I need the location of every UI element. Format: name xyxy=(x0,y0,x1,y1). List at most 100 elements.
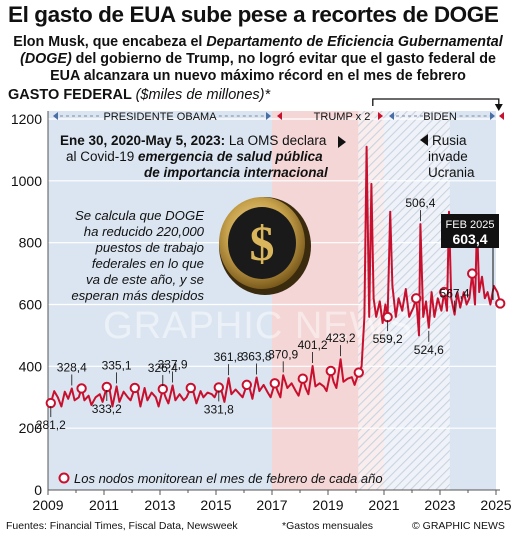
data-label: 361,8 xyxy=(214,350,244,364)
covid-note-line2: al Covid-19 emergencia de salud pública xyxy=(66,149,323,164)
x-tick-label: 2017 xyxy=(256,497,287,513)
y-tick-label: 600 xyxy=(19,297,43,313)
doge-note-line: federales en lo que xyxy=(92,256,204,271)
data-label: 567,4 xyxy=(440,287,470,301)
feb-node xyxy=(495,298,506,309)
feb-node xyxy=(185,382,197,394)
feb-node xyxy=(157,383,169,395)
period-strip: PRESIDENTE OBAMA TRUMP x 2 BIDEN xyxy=(53,111,504,123)
feb-node xyxy=(467,268,478,279)
doge-note-line: ha reducido 220,000 xyxy=(84,224,205,239)
data-label: 423,2 xyxy=(326,331,356,345)
data-label: 326,4 xyxy=(148,361,178,375)
dollar-coin-icon: $ xyxy=(219,197,311,295)
y-tick-label: 800 xyxy=(19,235,43,251)
y-tick-label: 400 xyxy=(19,358,43,374)
data-label: 281,2 xyxy=(36,418,66,432)
page-title: El gasto de EUA sube pese a recortes de … xyxy=(8,2,499,27)
latest-value-callout: FEB 2025 603,4 xyxy=(441,214,499,300)
covid-line1-rest: La OMS declara xyxy=(225,133,327,148)
doge-note-line: Se calcula que DOGE xyxy=(75,208,204,223)
period-label-trump: TRUMP x 2 xyxy=(314,111,371,123)
data-label: 337,9 xyxy=(158,358,188,372)
latest-label: FEB 2025 xyxy=(446,219,495,231)
feb-node xyxy=(101,381,113,393)
covid-line2-bold: emergencia de salud pública xyxy=(138,149,323,164)
x-tick-label: 2025 xyxy=(480,497,511,513)
y-tick-label: 200 xyxy=(19,420,43,436)
feb-node xyxy=(45,397,56,409)
feb-node xyxy=(353,367,364,378)
feb-node xyxy=(129,382,141,394)
period-arrow-icon xyxy=(277,112,282,120)
feb-node xyxy=(213,382,225,393)
y-axis-label: GASTO FEDERAL xyxy=(8,87,132,103)
period-label-biden: BIDEN xyxy=(423,111,457,123)
data-label: 524,6 xyxy=(414,343,444,357)
feb-node xyxy=(241,379,253,391)
watermark: GRAPHIC NEWS xyxy=(103,305,413,347)
data-label: 331,8 xyxy=(204,402,234,416)
x-tick-labels: 2009 2011 2013 2015 2017 2019 2021 2023 2025 xyxy=(32,490,512,513)
svg-text:$: $ xyxy=(250,215,275,271)
y-tick-labels: 0 200 400 600 800 1000 1200 xyxy=(11,111,42,498)
data-label: 559,2 xyxy=(373,332,403,346)
series-line-gasto xyxy=(47,145,502,408)
feb-node xyxy=(269,378,280,389)
covid-note-line3: de importancia internacional xyxy=(144,165,328,180)
period-arrow-icon xyxy=(266,112,271,120)
feb-node xyxy=(382,311,393,323)
x-tick-label: 2019 xyxy=(312,497,343,513)
doge-note-line: va de este año, y se xyxy=(86,272,204,287)
units-note: *Gastos mensuales xyxy=(282,520,374,532)
subtitle-part1: Elon Musk, que encabeza el xyxy=(13,34,207,50)
data-label: 363,8 xyxy=(242,350,272,364)
covid-line2-start: al Covid-19 xyxy=(66,149,138,164)
ukraine-note-line: Rusia xyxy=(432,133,467,148)
period-label-obama: PRESIDENTE OBAMA xyxy=(103,111,217,123)
period-arrow-icon xyxy=(53,112,58,120)
x-tick-label: 2021 xyxy=(368,497,399,513)
y-axis-title: GASTO FEDERAL ($miles de millones)* xyxy=(8,87,270,103)
period-arrow-icon xyxy=(499,112,504,120)
data-label: 370,9 xyxy=(268,347,298,361)
latest-value: 603,4 xyxy=(452,231,487,247)
doge-note-line: puestos de trabajo xyxy=(94,240,204,255)
ukraine-note-line: invade xyxy=(428,149,468,164)
trump-bracket-arrow xyxy=(372,98,500,106)
data-label: 333,2 xyxy=(92,402,122,416)
bracket-arrow-head xyxy=(494,104,503,111)
y-tick-label: 1200 xyxy=(11,111,42,127)
x-tick-label: 2009 xyxy=(32,497,63,513)
period-arrow-icon xyxy=(490,112,495,120)
x-tick-label: 2013 xyxy=(144,497,175,513)
period-arrow-icon xyxy=(389,112,394,120)
x-tick-label: 2011 xyxy=(89,497,119,513)
source-note: Fuentes: Financial Times, Fiscal Data, N… xyxy=(6,520,238,532)
ukraine-arrow-icon xyxy=(420,134,428,146)
feb-node xyxy=(76,383,87,394)
data-label: 328,4 xyxy=(57,360,87,374)
subtitle: Elon Musk, que encabeza el Departamento … xyxy=(8,34,508,85)
covid-note: Ene 30, 2020-May 5, 2023: La OMS declara xyxy=(60,133,327,148)
covid-dates: Ene 30, 2020-May 5, 2023: xyxy=(60,133,225,148)
doge-note-line: esperan más despidos xyxy=(71,288,204,303)
feb-node xyxy=(439,286,450,298)
y-tick-label: 1000 xyxy=(11,173,42,189)
y-tick-label: 0 xyxy=(34,482,42,498)
subtitle-italic: Departamento de Eficiencia Gubernamental… xyxy=(20,34,503,67)
data-label: 335,1 xyxy=(102,358,132,372)
node-legend-icon xyxy=(58,472,70,484)
data-label: 506,4 xyxy=(405,196,435,210)
credit: © GRAPHIC NEWS xyxy=(412,520,505,532)
x-tick-label: 2023 xyxy=(424,497,455,513)
y-axis-unit: ($miles de millones)* xyxy=(135,87,271,103)
period-arrow-icon xyxy=(378,112,383,120)
covid-arrow-icon xyxy=(338,136,346,148)
legend-note: Los nodos monitorean el mes de febrero d… xyxy=(74,471,383,486)
data-label: 401,2 xyxy=(298,338,328,352)
